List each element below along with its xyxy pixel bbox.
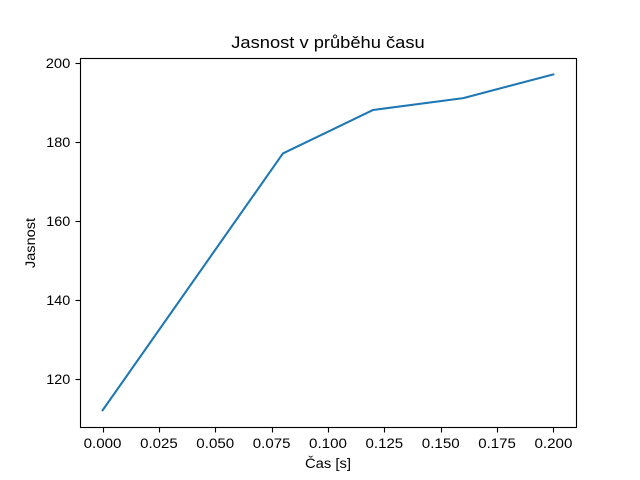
svg-text:0.050: 0.050 xyxy=(196,435,234,451)
svg-text:Jasnost: Jasnost xyxy=(22,218,38,268)
svg-text:180: 180 xyxy=(46,134,70,150)
svg-text:0.025: 0.025 xyxy=(140,435,178,451)
svg-text:0.000: 0.000 xyxy=(84,435,122,451)
svg-text:0.200: 0.200 xyxy=(534,435,572,451)
svg-text:200: 200 xyxy=(46,55,71,71)
svg-text:0.150: 0.150 xyxy=(422,435,460,451)
svg-text:Čas [s]: Čas [s] xyxy=(305,455,351,471)
svg-text:140: 140 xyxy=(46,292,70,308)
svg-text:0.125: 0.125 xyxy=(366,435,404,451)
svg-text:0.175: 0.175 xyxy=(478,435,516,451)
svg-text:0.075: 0.075 xyxy=(253,435,291,451)
svg-text:160: 160 xyxy=(46,213,70,229)
svg-text:0.100: 0.100 xyxy=(309,435,347,451)
svg-text:Jasnost v průběhu času: Jasnost v průběhu času xyxy=(231,33,424,52)
svg-text:120: 120 xyxy=(46,371,70,387)
